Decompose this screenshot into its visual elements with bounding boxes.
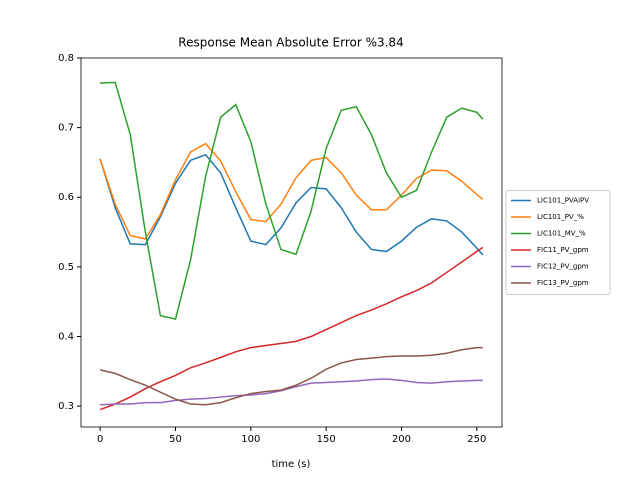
x-axis-label: time (s) [272,459,311,470]
line-series [99,153,484,256]
legend-box [505,190,611,295]
x-tick-label: 200 [392,434,411,445]
line-series [100,81,484,320]
chart-title: Response Mean Absolute Error %3.84 [178,36,403,50]
x-tick-label: 100 [241,434,260,445]
legend-label: LIC101_PVAiPV [537,197,589,205]
x-tick-label: 150 [317,434,336,445]
line-series [99,246,484,411]
legend-label: FIC12_PV_gpm [537,263,589,271]
y-tick-label: 0.3 [58,401,74,412]
legend-label: FIC11_PV_gpm [537,246,589,254]
y-tick-label: 0.7 [58,123,74,134]
legend-label: FIC13_PV_gpm [537,279,589,287]
line-series [99,346,483,406]
line-series [99,142,484,240]
x-tick-label: 0 [97,434,103,445]
y-tick-label: 0.6 [58,192,74,203]
plot-frame [80,57,503,428]
legend-label: LIC101_MV_% [537,230,586,238]
y-tick-label: 0.5 [58,262,74,273]
x-tick-label: 250 [467,434,486,445]
x-tick-label: 50 [169,434,182,445]
y-tick-label: 0.4 [58,331,74,342]
y-tick-label: 0.8 [58,53,74,64]
legend-label: LIC101_PV_% [537,213,584,221]
line-series [100,378,483,406]
